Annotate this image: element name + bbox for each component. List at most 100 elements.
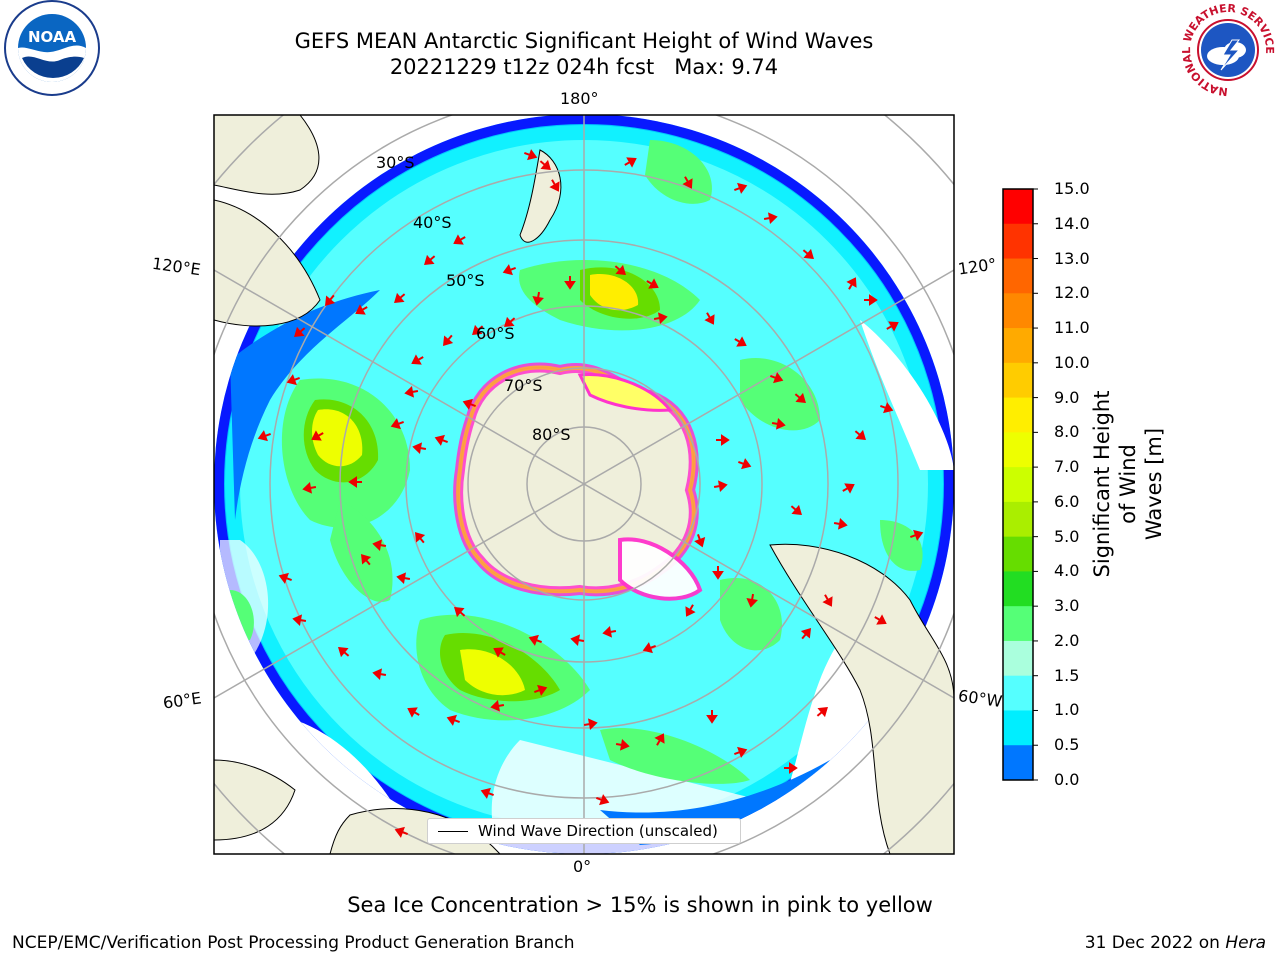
wave-arrow-head [615,264,626,276]
wave-arrow-head [396,572,407,584]
colorbar-segment [1003,501,1033,538]
lat-label-80s: 80°S [532,425,571,444]
colorbar-tick-label: 15.0 [1054,179,1090,198]
colorbar-tick-label: 9.0 [1054,387,1080,407]
wave-arrow-head [564,281,576,290]
wave-arrow-head [404,386,415,398]
wave-arrow-head [694,537,706,548]
colorbar-segment [1003,745,1033,781]
wave-arrow-head [472,324,483,336]
wave-arrow-head [717,480,728,492]
colorbar-segment [1003,362,1033,399]
lat-label-70s: 70°S [504,376,543,395]
wave-arrow-head [390,418,401,430]
colorbar-tick-label: 1.0 [1054,700,1080,720]
map-frame [213,114,955,855]
map-title: GEFS MEAN Antarctic Significant Height o… [294,29,874,53]
wave-arrow-head [414,532,426,543]
lat-label-50s: 50°S [446,271,485,290]
new-zealand-land [519,149,562,243]
wave-arrow-head [570,634,581,646]
wave-arrow-head [434,434,445,446]
lat-label-40s: 40°S [413,213,452,232]
wave-arrow-head [424,254,435,266]
wave-arrow-head [372,539,383,551]
wave-arrow-head [844,483,855,494]
wave-arrow-head [822,596,833,607]
wave-arrow-head [527,149,538,161]
colorbar-segment [1003,223,1033,260]
colorbar-tick-label: 4.0 [1054,561,1080,581]
wave-arrow-head [286,374,297,386]
colorbar-segment [1003,258,1033,294]
host-name: Hera [1225,933,1266,953]
wave-arrow-head [602,626,613,638]
colorbar-tick-label: 7.0 [1054,457,1080,477]
wave-arrow-head [587,718,598,730]
wave-arrow-head [292,614,303,626]
wave-arrow-head [528,634,539,646]
wave-arrow-head [775,418,786,430]
wave-arrow-head [502,264,513,276]
colorbar-title-line1: Significant Height of Wind [1090,390,1140,578]
legend-label: Wind Wave Direction (unscaled) [478,822,718,840]
wave-arrow-head [767,212,778,224]
wave-arrow-head [741,458,752,470]
wave-arrow-head [791,504,802,516]
colorbar-segment [1003,640,1033,677]
wave-arrow-head [913,529,924,541]
colorbar-tick-label: 11.0 [1054,318,1090,338]
colorbar-tick-label: 2.0 [1054,630,1080,650]
wave-arrow-head [737,182,748,194]
colorbar-segment [1003,328,1033,364]
lon-label-0: 0° [573,857,592,876]
lat-label-60s: 60°S [476,324,515,343]
wave-arrow-head [412,442,423,454]
colorbar-tick-label: 8.0 [1054,422,1080,442]
wave-arrow-head [324,295,336,306]
colorbar-tick-label: 13.0 [1054,248,1090,268]
wave-arrow-head [348,476,357,488]
wave-arrow-head [278,572,289,584]
wave-arrow-head [394,292,405,304]
wave-arrow-head [355,304,366,315]
colorbar-segment [1003,189,1033,225]
credit-text: NCEP/EMC/Verification Post Processing Pr… [12,933,575,953]
wave-arrow-head [294,326,305,338]
noaa-logo: NOAA [4,0,100,96]
colorbar-tick-label: 10.0 [1054,352,1090,372]
wave-arrow-head [360,554,372,565]
colorbar-segment [1003,606,1033,642]
wave-arrow-head [311,430,322,441]
wave-arrow-head [803,248,814,260]
wave-arrow-head [619,739,630,751]
colorbar-segment [1003,397,1033,433]
wave-arrow-head [795,392,806,404]
wave-arrow-head [537,684,548,696]
wave-arrow-head [869,294,878,306]
wave-arrow-head [462,398,473,410]
nws-logo: NATIONAL WEATHER SERVICE [1180,2,1276,98]
colorbar-tick-label: 5.0 [1054,526,1080,546]
wave-direction-arrows [257,149,924,838]
wave-arrow-head [490,700,501,712]
wave-arrow-head [338,646,349,658]
wave-arrow-head [855,429,866,441]
svg-text:NOAA: NOAA [28,28,77,46]
wave-arrow-head [493,647,504,658]
wave-arrow-head [453,234,464,245]
lon-label-180: 180° [560,89,599,108]
colorbar-title-line2: Waves [m] [1142,427,1166,541]
wave-arrow-head [654,733,665,744]
wave-arrow-head [454,606,465,618]
wave-arrow-head [773,372,784,384]
wave-arrow-head [394,826,405,838]
wave-arrow-head [789,762,798,774]
wave-arrow-head [837,518,848,530]
wave-arrow-head [411,354,422,365]
colorbar-segment [1003,675,1033,711]
colorbar-tick-label: 3.0 [1054,596,1080,616]
wave-arrow-head [888,321,899,332]
wave-arrow-head [504,316,515,328]
